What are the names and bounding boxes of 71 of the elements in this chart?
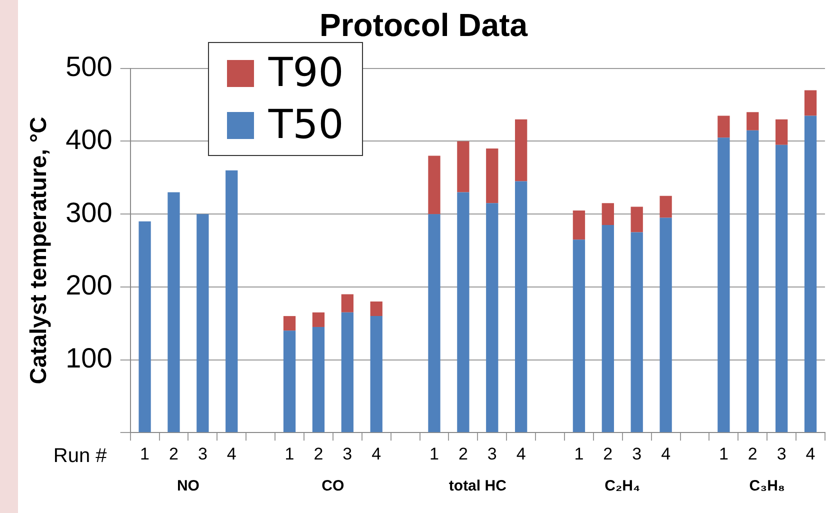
bar <box>370 301 382 316</box>
bar <box>660 218 672 432</box>
text: CO <box>322 478 345 495</box>
bar <box>602 225 614 432</box>
bar <box>486 148 498 204</box>
bar <box>428 156 440 214</box>
y-tick-label: 200 <box>66 270 112 301</box>
y-tick-label: 300 <box>66 196 112 228</box>
x-tick-label: 1 <box>718 444 728 464</box>
bar <box>718 116 730 138</box>
bar <box>226 170 238 432</box>
bar <box>486 203 498 432</box>
y-axis-title: Catalyst temperature, °C <box>25 116 52 384</box>
legend-label: T50 <box>268 102 344 148</box>
bar <box>341 312 354 432</box>
bar <box>312 326 325 432</box>
bar <box>312 312 325 327</box>
x-tick-label: 4 <box>806 444 816 464</box>
bar <box>370 316 382 432</box>
x-tick-label: 3 <box>342 444 352 464</box>
bar <box>457 192 470 432</box>
bar <box>602 203 614 226</box>
x-tick-label: 4 <box>372 444 382 464</box>
x-tick-label: 3 <box>487 444 497 464</box>
x-tick-label: 4 <box>516 444 526 464</box>
x-axis-title: Run # <box>53 445 108 468</box>
text: NO <box>176 478 200 495</box>
text: total HC <box>448 478 507 495</box>
x-tick-label: 3 <box>632 444 642 464</box>
x-tick-label: 4 <box>661 444 671 464</box>
x-tick-label: 2 <box>169 444 178 464</box>
bar <box>572 240 586 432</box>
bar <box>283 316 296 331</box>
text: C₃H₈ <box>749 478 785 495</box>
x-tick-label: 2 <box>603 444 613 464</box>
x-tick-label: 2 <box>314 444 324 464</box>
chart-title: Protocol Data <box>319 7 528 44</box>
bar <box>457 141 470 192</box>
bar <box>660 196 672 218</box>
x-tick-label: 3 <box>776 444 786 464</box>
x-tick-label: 2 <box>748 444 758 464</box>
bar <box>630 232 643 432</box>
bar <box>746 130 759 432</box>
bar <box>514 181 528 432</box>
x-tick-label: 3 <box>198 444 208 464</box>
bar <box>804 90 817 116</box>
bar <box>804 116 817 432</box>
legend-label: T90 <box>268 50 344 96</box>
x-tick-label: 1 <box>284 444 294 464</box>
bar <box>283 330 296 432</box>
bar <box>718 138 730 432</box>
y-tick-label: 500 <box>66 51 112 82</box>
bar <box>572 210 586 240</box>
bar <box>746 112 759 130</box>
y-tick-label: 100 <box>66 342 112 374</box>
bar <box>776 144 788 432</box>
text: C₂H₄ <box>604 478 640 495</box>
bar <box>138 221 151 432</box>
x-tick-label: 2 <box>458 444 468 464</box>
bar <box>514 119 528 182</box>
x-tick-label: 1 <box>140 444 150 464</box>
x-tick-label: 1 <box>574 444 584 464</box>
x-tick-label: 1 <box>430 444 439 464</box>
bar <box>428 214 440 432</box>
bar <box>341 294 354 312</box>
bar <box>196 214 209 432</box>
bar <box>168 192 180 432</box>
y-tick-label: 400 <box>66 124 112 155</box>
x-tick-label: 4 <box>226 444 236 464</box>
bar <box>776 119 788 145</box>
bar <box>630 206 643 232</box>
